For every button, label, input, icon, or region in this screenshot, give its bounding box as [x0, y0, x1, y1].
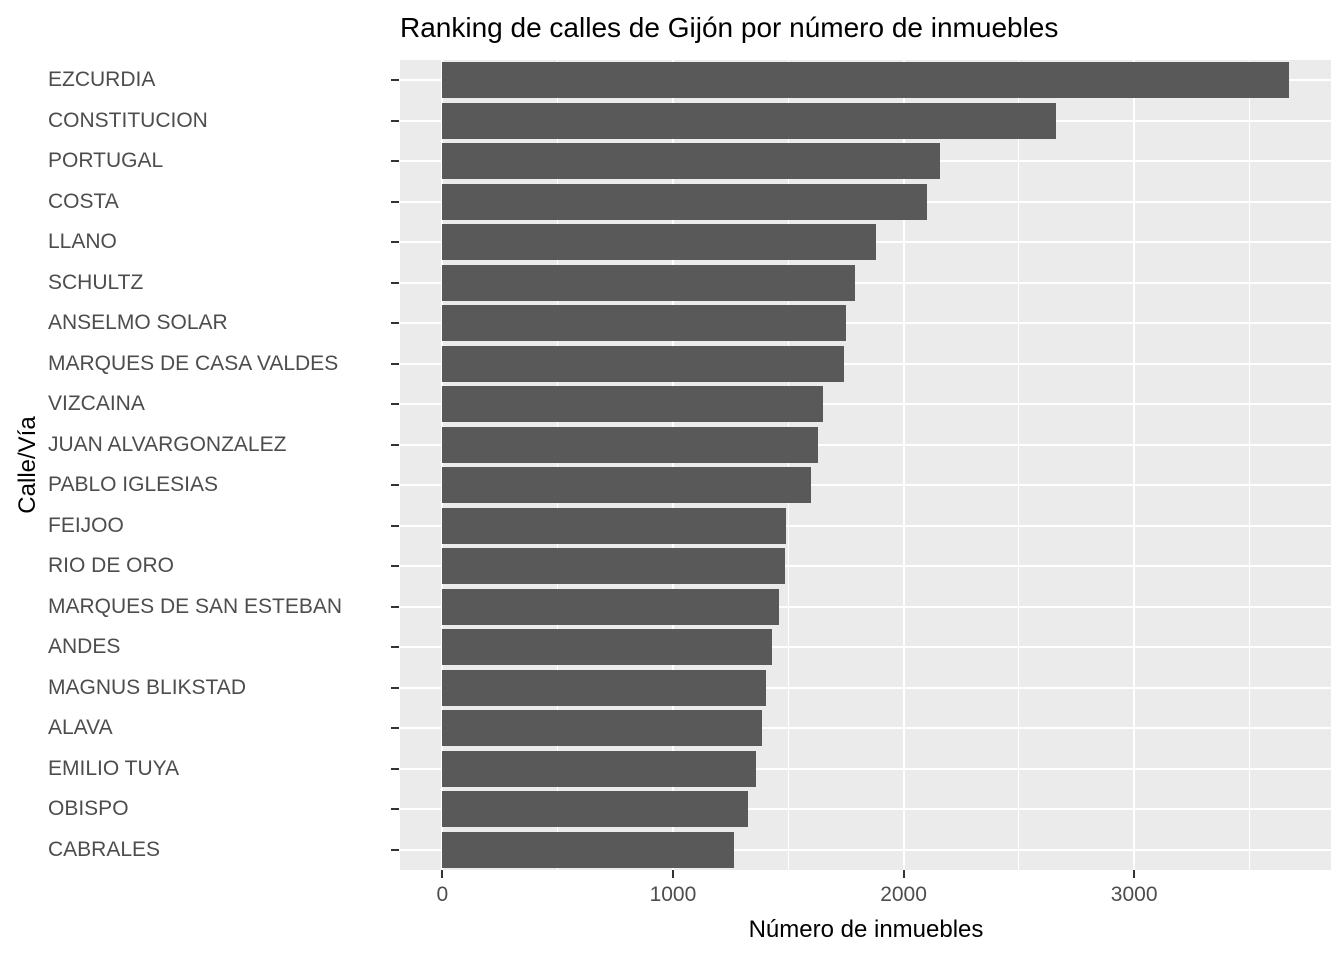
y-tick-mark	[391, 160, 399, 163]
y-tick-mark	[391, 79, 399, 82]
bar	[442, 426, 819, 463]
y-tick-label: EZCURDIA	[48, 68, 156, 92]
x-tick-mark	[1133, 870, 1136, 878]
horizontal-gridline	[400, 281, 1331, 284]
y-tick-mark	[391, 808, 399, 811]
minor-gridline	[787, 60, 789, 870]
horizontal-gridline	[400, 727, 1331, 730]
x-tick-mark	[441, 870, 444, 878]
horizontal-gridline	[400, 848, 1331, 851]
bar	[442, 62, 1289, 99]
bar	[442, 548, 785, 585]
y-tick-label: SCHULTZ	[48, 270, 144, 294]
horizontal-gridline	[400, 605, 1331, 608]
y-tick-mark	[391, 565, 399, 568]
minor-gridline	[557, 60, 559, 870]
horizontal-gridline	[400, 322, 1331, 325]
y-tick-label: ANSELMO SOLAR	[48, 311, 228, 335]
y-tick-label: MAGNUS BLIKSTAD	[48, 675, 246, 699]
horizontal-gridline	[400, 524, 1331, 527]
horizontal-gridline	[400, 362, 1331, 365]
bar	[442, 588, 779, 625]
y-tick-label: EMILIO TUYA	[48, 756, 180, 780]
bar	[442, 143, 941, 180]
horizontal-gridline	[400, 565, 1331, 568]
y-tick-mark	[391, 200, 399, 203]
x-tick-label: 2000	[880, 883, 927, 906]
minor-gridline	[1018, 60, 1020, 870]
bar	[442, 264, 856, 301]
y-tick-label: JUAN ALVARGONZALEZ	[48, 432, 287, 456]
horizontal-gridline	[400, 484, 1331, 487]
x-tick-mark	[671, 870, 674, 878]
chart-title: Ranking de calles de Gijón por número de…	[400, 12, 1059, 43]
y-tick-mark	[391, 322, 399, 325]
horizontal-gridline	[400, 403, 1331, 406]
y-tick-label: CABRALES	[48, 837, 161, 861]
x-axis-title: Número de inmuebles	[748, 916, 984, 943]
y-tick-mark	[391, 241, 399, 244]
y-tick-label: LLANO	[48, 230, 117, 254]
bar	[442, 305, 846, 342]
y-tick-label: PABLO IGLESIAS	[48, 473, 219, 497]
y-tick-label: ANDES	[48, 635, 121, 659]
major-gridline	[1133, 60, 1136, 870]
bar	[442, 791, 748, 828]
y-tick-label: RIO DE ORO	[48, 554, 175, 578]
major-gridline	[441, 60, 444, 870]
major-gridline	[902, 60, 905, 870]
y-tick-mark	[391, 119, 399, 122]
y-tick-label: MARQUES DE CASA VALDES	[48, 351, 339, 375]
y-tick-label: OBISPO	[48, 797, 129, 821]
y-tick-mark	[391, 362, 399, 365]
bar	[442, 102, 1056, 139]
x-tick-label: 1000	[649, 883, 697, 906]
bar	[442, 467, 812, 504]
bar	[442, 386, 823, 423]
horizontal-gridline	[400, 646, 1331, 649]
y-tick-mark	[391, 524, 399, 527]
y-tick-mark	[391, 443, 399, 446]
bar	[442, 507, 786, 544]
y-tick-mark	[391, 403, 399, 406]
bar	[442, 831, 735, 868]
plot-panel	[400, 60, 1331, 870]
horizontal-gridline	[400, 808, 1331, 811]
horizontal-gridline	[400, 443, 1331, 446]
y-tick-mark	[391, 686, 399, 689]
bar	[442, 710, 762, 747]
y-tick-label: ALAVA	[48, 716, 113, 740]
minor-gridline	[1248, 60, 1250, 870]
horizontal-gridline	[400, 686, 1331, 689]
major-gridline	[671, 60, 674, 870]
y-tick-mark	[391, 727, 399, 730]
horizontal-gridline	[400, 767, 1331, 770]
x-tick-label: 3000	[1110, 883, 1158, 906]
y-tick-mark	[391, 605, 399, 608]
y-tick-mark	[391, 646, 399, 649]
bar	[442, 183, 927, 220]
y-tick-mark	[391, 484, 399, 487]
y-tick-label: COSTA	[48, 189, 119, 213]
y-tick-label: PORTUGAL	[48, 149, 164, 173]
bar	[442, 750, 756, 787]
y-tick-mark	[391, 848, 399, 851]
y-tick-label: FEIJOO	[48, 513, 124, 537]
y-tick-label: MARQUES DE SAN ESTEBAN	[48, 594, 343, 618]
y-tick-label: CONSTITUCION	[48, 108, 208, 132]
bar	[442, 224, 876, 261]
y-tick-label: VIZCAINA	[48, 392, 145, 416]
bar	[442, 345, 844, 382]
x-tick-mark	[902, 870, 905, 878]
bar	[442, 629, 773, 666]
y-axis-title: Calle/Vía	[14, 416, 41, 514]
bar	[442, 669, 767, 706]
x-tick-label: 0	[436, 883, 449, 906]
y-tick-mark	[391, 281, 399, 284]
y-tick-mark	[391, 767, 399, 770]
